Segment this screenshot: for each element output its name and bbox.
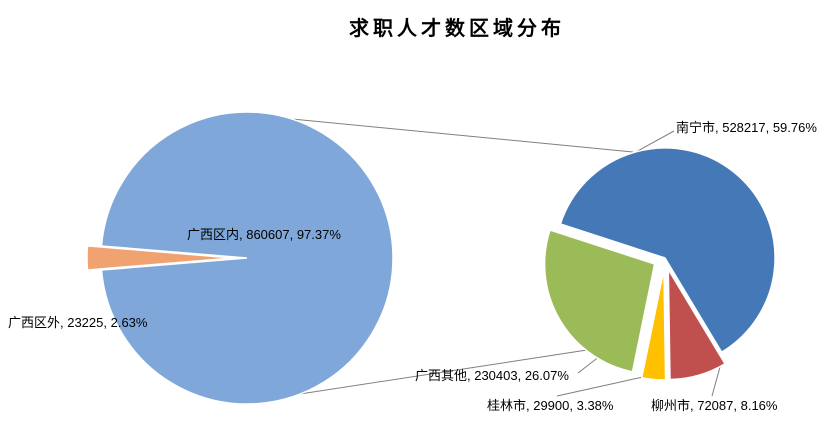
label-liuzhou: 柳州市, 72087, 8.16% [651, 398, 778, 413]
main-pie-slice-0 [100, 111, 394, 405]
label-nanning: 南宁市, 528217, 59.76% [676, 120, 817, 135]
label-guilin: 桂林市, 29900, 3.38% [487, 398, 614, 413]
label-guangxi-other: 广西其他, 230403, 26.07% [415, 368, 569, 383]
connector-line-top [291, 118, 634, 153]
label-guangxi-outer: 广西区外, 23225, 2.63% [8, 315, 148, 330]
secondary-pie-slice-2 [640, 269, 667, 381]
leader-line-guilin [556, 374, 653, 397]
label-guangxi-inner: 广西区内, 860607, 97.37% [187, 227, 341, 242]
leader-line-guangxi-other [577, 355, 601, 374]
secondary-pie-slice-3 [543, 229, 656, 373]
leader-line-liuzhou [711, 366, 721, 397]
chart-title: 求职人才数区域分布 [349, 18, 565, 40]
main-pie-slice-1 [86, 245, 234, 271]
connector-line-bottom [299, 349, 588, 395]
secondary-pie-slice-0 [559, 147, 776, 354]
secondary-pie-slice-1 [667, 266, 727, 381]
leader-line-nanning [633, 130, 675, 154]
